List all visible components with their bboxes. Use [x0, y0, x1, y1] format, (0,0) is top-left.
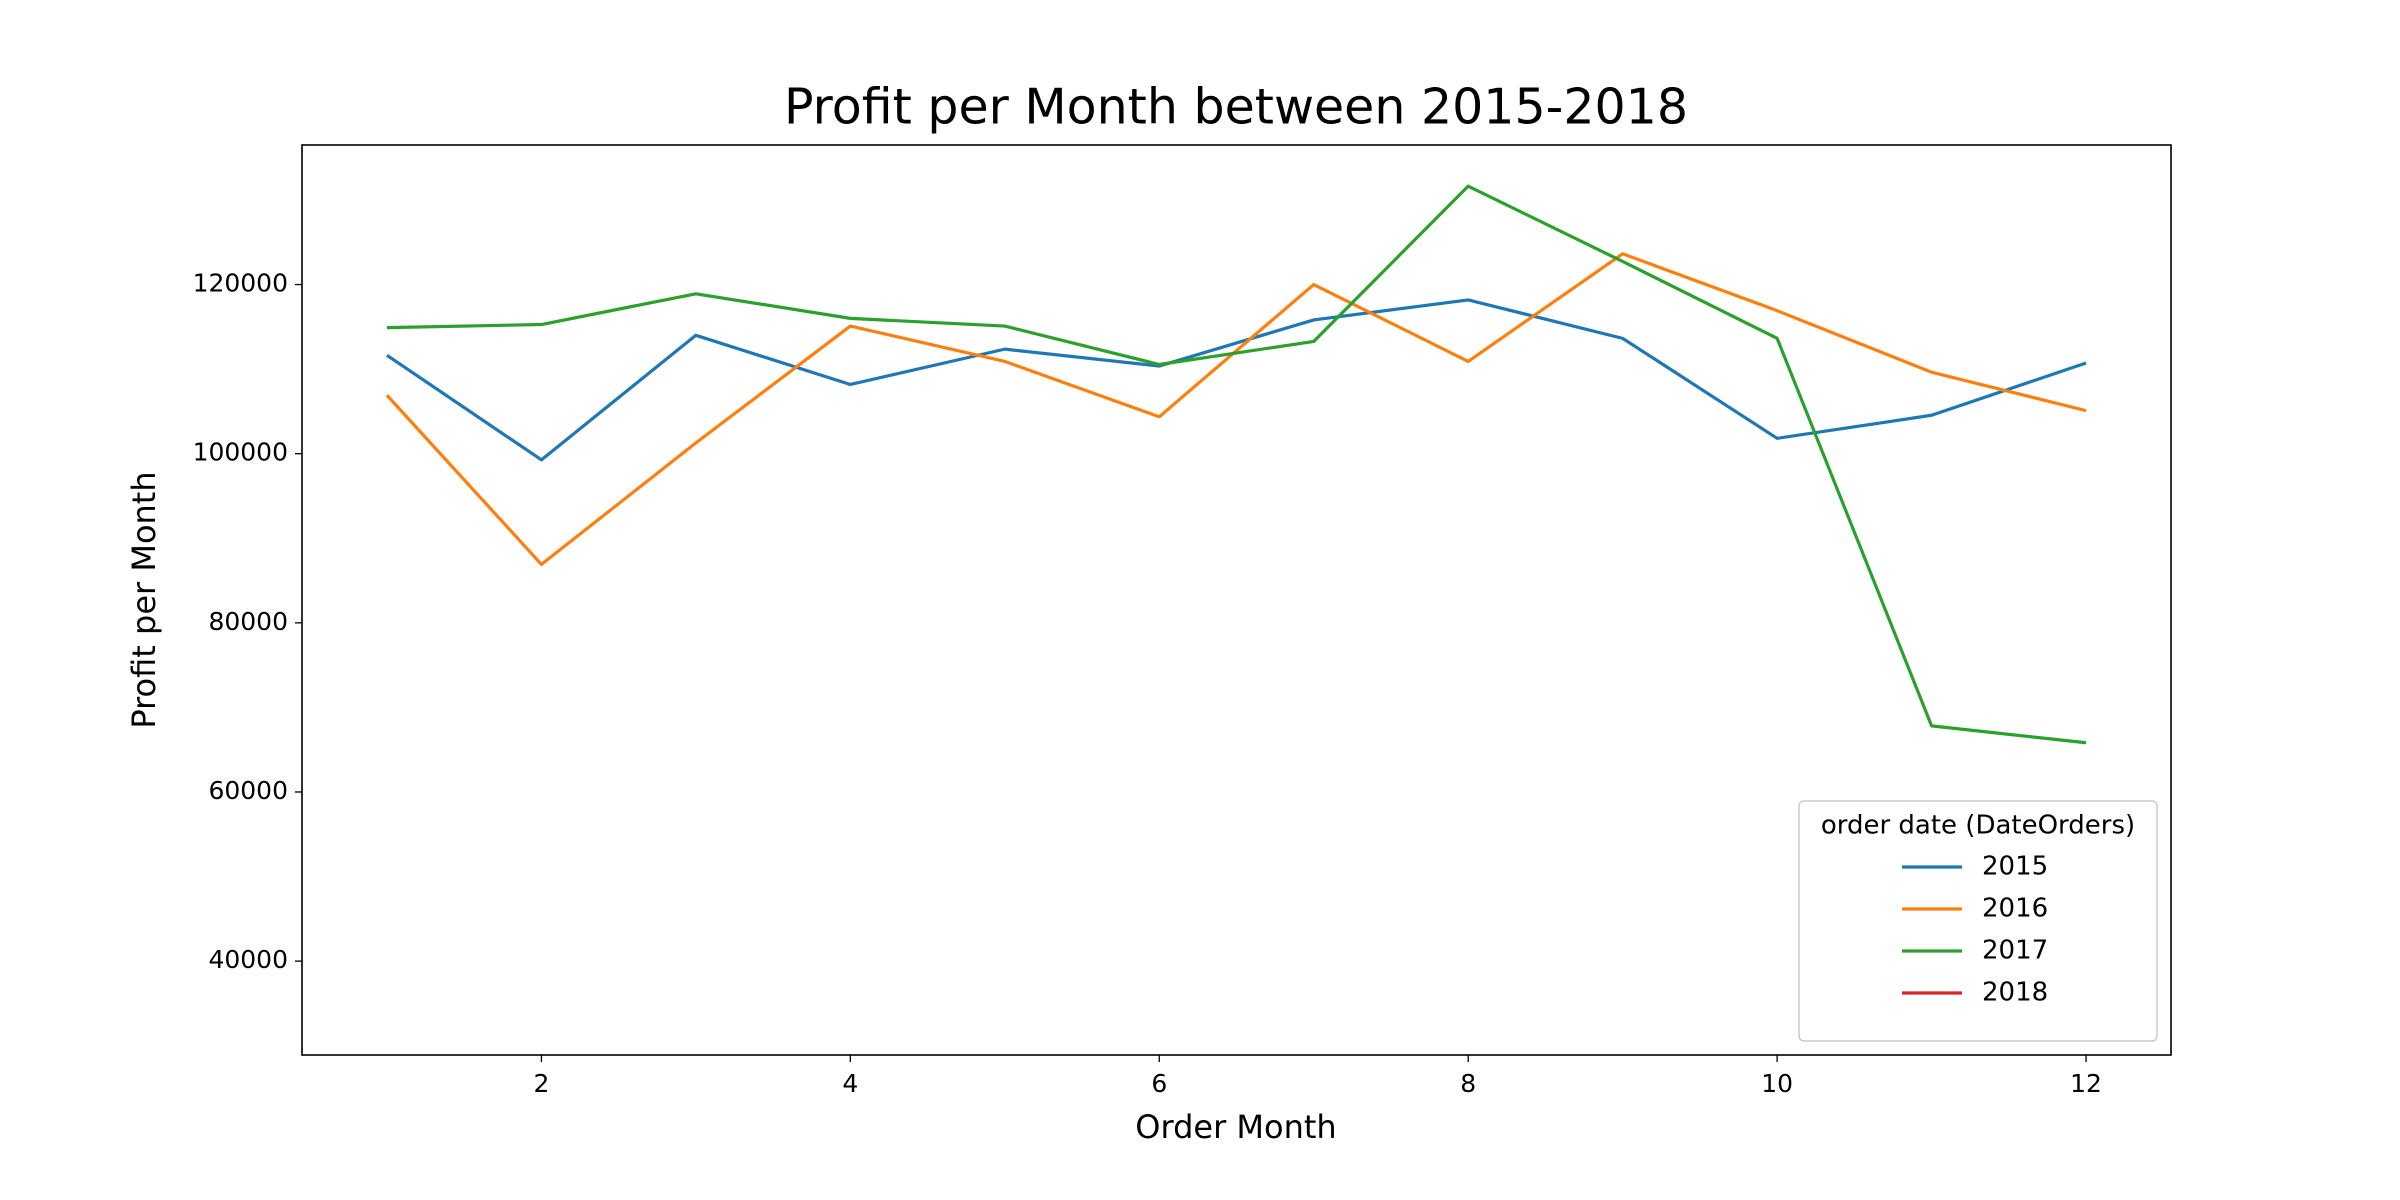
chart-title: Profit per Month between 2015-2018	[784, 79, 1688, 136]
legend-title: order date (DateOrders)	[1821, 811, 2135, 841]
x-tick-label: 4	[842, 1069, 858, 1098]
line-series	[386, 298, 2087, 462]
legend-label: 2016	[1982, 894, 2048, 924]
y-tick-label: 80000	[208, 607, 288, 636]
x-tick-label: 8	[1460, 1069, 1476, 1098]
line-series	[385, 252, 2087, 567]
x-axis-label: Order Month	[1135, 1108, 1336, 1146]
legend-label: 2015	[1982, 852, 2048, 882]
y-tick-label: 40000	[208, 945, 288, 974]
plot-area	[385, 184, 2087, 745]
x-tick-label: 10	[1761, 1069, 1793, 1098]
plot-frame	[301, 144, 2172, 1056]
legend-box	[1798, 800, 2158, 1042]
y-axis-label: Profit per Month	[125, 471, 163, 728]
y-tick-label: 100000	[193, 438, 288, 467]
y-tick-label: 120000	[193, 269, 288, 298]
legend-label: 2018	[1982, 978, 2048, 1008]
x-tick-label: 12	[2070, 1069, 2102, 1098]
legend: order date (DateOrders) 2015 2016 2017 2018	[1798, 800, 2158, 1042]
x-tick-label: 2	[533, 1069, 549, 1098]
y-tick-label: 60000	[208, 776, 288, 805]
x-tick-label: 6	[1151, 1069, 1167, 1098]
line-series	[386, 184, 2087, 745]
legend-label: 2017	[1982, 936, 2048, 966]
